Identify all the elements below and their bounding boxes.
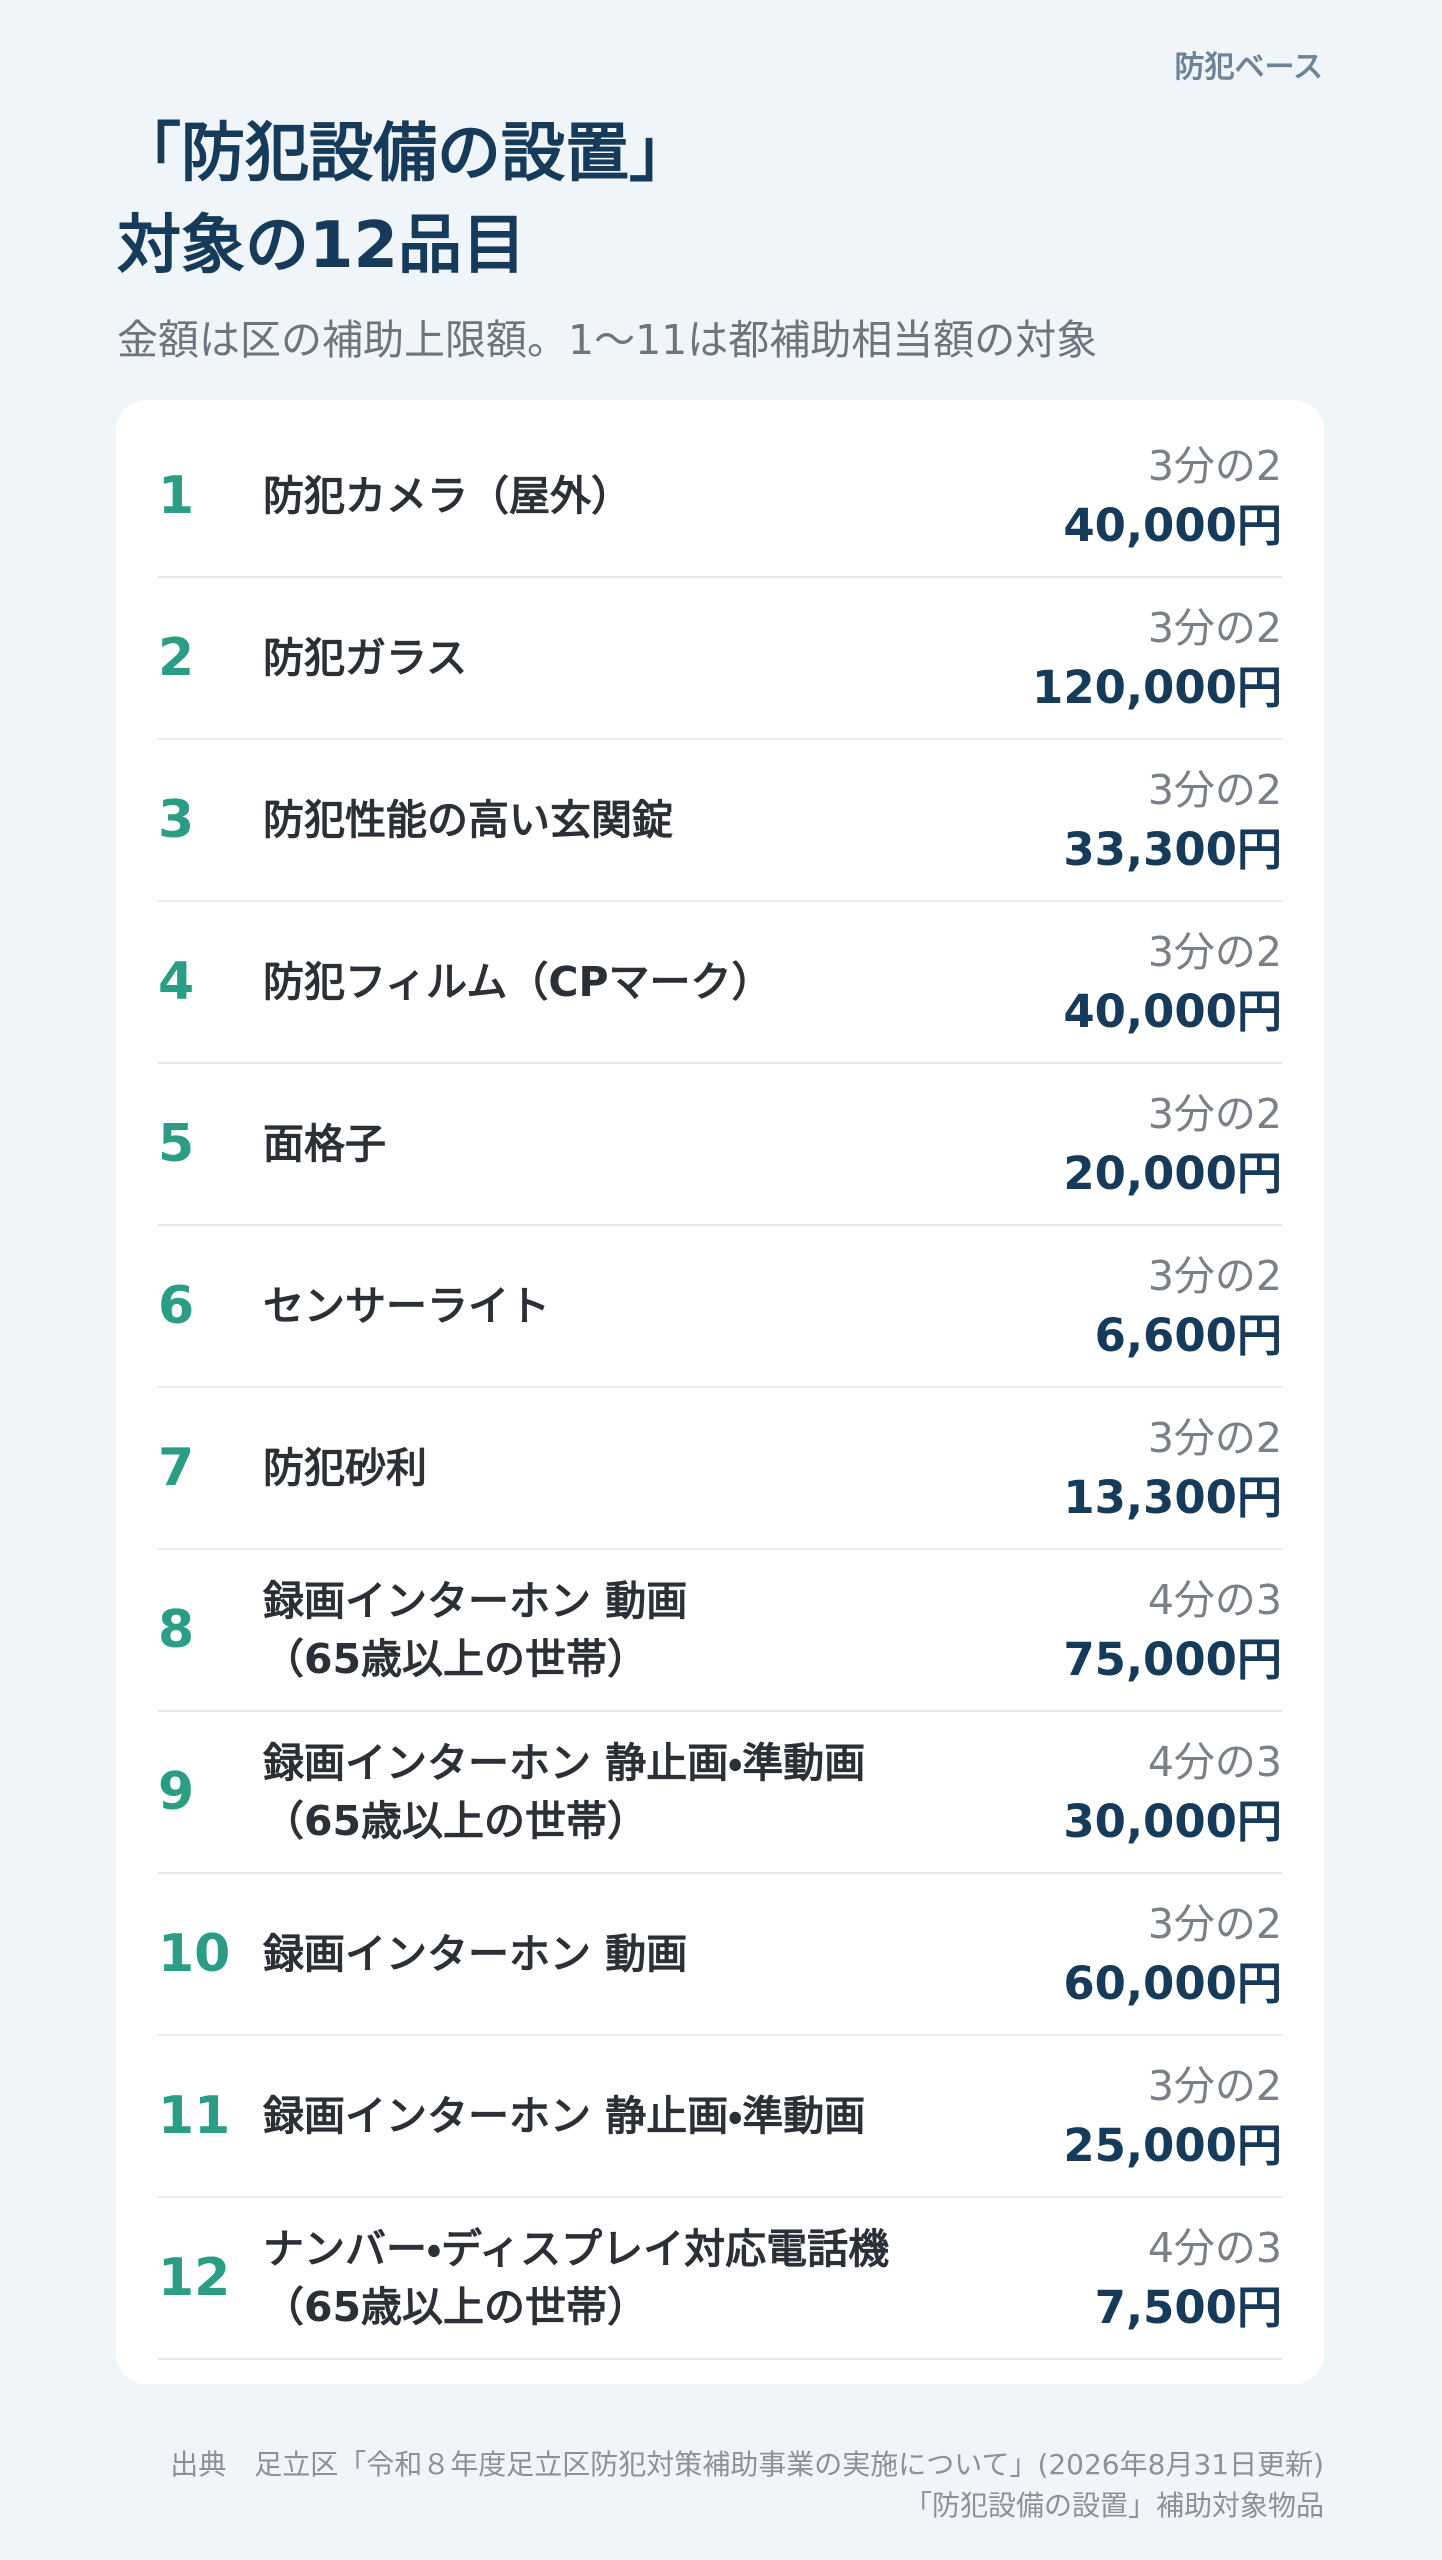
item-values: 4分の3 30,000円	[1063, 1733, 1282, 1851]
item-name-line: 防犯ガラス	[263, 634, 468, 682]
item-values: 3分の2 40,000円	[1063, 437, 1282, 555]
item-values: 4分の3 75,000円	[1063, 1571, 1282, 1689]
item-rate: 3分の2	[1147, 1414, 1282, 1462]
item-number: 10	[158, 1924, 231, 1984]
item-rate: 4分の3	[1147, 1576, 1282, 1624]
item-amount: 30,000円	[1063, 1795, 1282, 1848]
item-rate: 3分の2	[1147, 2062, 1282, 2110]
item-row: 7 防犯砂利 3分の2 13,300円	[158, 1388, 1282, 1550]
card: 1 防犯カメラ（屋外） 3分の2 40,000円 2 防犯ガラス 3分の2 120,000円 3…	[116, 400, 1324, 2384]
title: 「防犯設備の設置」 対象の12品目	[117, 108, 693, 292]
item-name-line: （65歳以上の世帯）	[263, 2283, 649, 2331]
item-values: 3分の2 120,000円	[1032, 599, 1282, 717]
item-amount: 20,000円	[1063, 1147, 1282, 1200]
item-name: 防犯性能の高い玄関錠	[263, 791, 1063, 849]
item-name: 防犯カメラ（屋外）	[263, 467, 1063, 525]
item-amount: 40,000円	[1063, 985, 1282, 1038]
item-number: 2	[158, 628, 195, 688]
item-row: 8 録画インターホン 動画 （65歳以上の世帯） 4分の3 75,000円	[158, 1550, 1282, 1712]
item-rate: 3分の2	[1147, 1900, 1282, 1948]
item-name-line: 防犯カメラ（屋外）	[263, 472, 632, 520]
item-row: 9 録画インターホン 静止画・準動画 （65歳以上の世帯） 4分の3 30,000円	[158, 1712, 1282, 1874]
item-values: 4分の3 7,500円	[1095, 2219, 1282, 2337]
item-rate: 4分の3	[1147, 1738, 1282, 1786]
item-values: 3分の2 25,000円	[1063, 2057, 1282, 2175]
item-row: 10 録画インターホン 動画 3分の2 60,000円	[158, 1874, 1282, 2036]
item-row: 4 防犯フィルム（CPマーク） 3分の2 40,000円	[158, 902, 1282, 1064]
item-number: 3	[158, 790, 195, 850]
item-rate: 4分の3	[1147, 2224, 1282, 2272]
item-name-line: 防犯性能の高い玄関錠	[263, 796, 673, 844]
item-number: 1	[158, 466, 195, 526]
item-name-line: 録画インターホン 静止画・準動画	[263, 1739, 866, 1787]
item-name: 防犯砂利	[263, 1439, 1063, 1497]
footer: 出典 足立区「令和８年度足立区防犯対策補助事業の実施について」(2026年8月3…	[170, 2444, 1324, 2526]
item-rate: 3分の2	[1147, 1252, 1282, 1300]
item-name: 防犯フィルム（CPマーク）	[263, 953, 1063, 1011]
item-name: センサーライト	[263, 1277, 1095, 1335]
item-row: 6 センサーライト 3分の2 6,600円	[158, 1226, 1282, 1388]
item-name-line: （65歳以上の世帯）	[263, 1797, 649, 1845]
item-values: 3分の2 13,300円	[1063, 1409, 1282, 1527]
item-row: 2 防犯ガラス 3分の2 120,000円	[158, 578, 1282, 740]
item-number: 8	[158, 1600, 195, 1660]
footer-line: 出典 足立区「令和８年度足立区防犯対策補助事業の実施について」(2026年8月3…	[170, 2448, 1324, 2481]
item-amount: 7,500円	[1094, 2281, 1282, 2334]
item-name-line: 防犯フィルム（CPマーク）	[263, 958, 773, 1006]
item-number: 9	[158, 1762, 195, 1822]
footer-line: 「防犯設備の設置」補助対象物品	[903, 2489, 1324, 2522]
item-name-line: （65歳以上の世帯）	[263, 1635, 649, 1683]
item-name: 録画インターホン 静止画・準動画 （65歳以上の世帯）	[263, 1734, 1063, 1850]
item-row: 12 ナンバー・ディスプレイ対応電話機 （65歳以上の世帯） 4分の3 7,500円	[158, 2198, 1282, 2360]
item-name-line: ナンバー・ディスプレイ対応電話機	[263, 2225, 890, 2273]
item-amount: 75,000円	[1063, 1633, 1282, 1686]
brand: 防犯ベース	[1174, 50, 1324, 85]
item-values: 3分の2 60,000円	[1063, 1895, 1282, 2013]
item-name-line: 録画インターホン 静止画・準動画	[263, 2092, 866, 2140]
item-list: 1 防犯カメラ（屋外） 3分の2 40,000円 2 防犯ガラス 3分の2 120,000円 3…	[158, 416, 1282, 2360]
item-row: 1 防犯カメラ（屋外） 3分の2 40,000円	[158, 416, 1282, 578]
item-rate: 3分の2	[1147, 766, 1282, 814]
item-name-line: 録画インターホン 動画	[263, 1930, 688, 1978]
item-rate: 3分の2	[1147, 442, 1282, 490]
item-name: 面格子	[263, 1115, 1063, 1173]
item-name: 録画インターホン 動画 （65歳以上の世帯）	[263, 1572, 1063, 1688]
item-amount: 40,000円	[1063, 499, 1282, 552]
item-amount: 13,300円	[1063, 1471, 1282, 1524]
item-number: 5	[158, 1114, 195, 1174]
item-name-line: 面格子	[263, 1120, 386, 1168]
item-row: 5 面格子 3分の2 20,000円	[158, 1064, 1282, 1226]
item-rate: 3分の2	[1147, 1090, 1282, 1138]
item-name: 録画インターホン 動画	[263, 1925, 1063, 1983]
title-line: 「防犯設備の設置」	[117, 117, 693, 191]
item-name: ナンバー・ディスプレイ対応電話機 （65歳以上の世帯）	[263, 2220, 1095, 2336]
item-values: 3分の2 20,000円	[1063, 1085, 1282, 1203]
item-values: 3分の2 40,000円	[1063, 923, 1282, 1041]
item-amount: 120,000円	[1032, 661, 1282, 714]
item-rate: 3分の2	[1147, 928, 1282, 976]
item-number: 6	[158, 1276, 195, 1336]
item-amount: 60,000円	[1063, 1957, 1282, 2010]
item-number: 7	[158, 1438, 195, 1498]
item-name: 防犯ガラス	[263, 629, 1032, 687]
item-amount: 33,300円	[1063, 823, 1282, 876]
title-line: 対象の12品目	[117, 209, 527, 283]
item-name-line: 防犯砂利	[263, 1444, 427, 1492]
item-name: 録画インターホン 静止画・準動画	[263, 2087, 1063, 2145]
item-values: 3分の2 6,600円	[1095, 1247, 1282, 1365]
item-name-line: 録画インターホン 動画	[263, 1577, 688, 1625]
item-rate: 3分の2	[1147, 604, 1282, 652]
item-row: 3 防犯性能の高い玄関錠 3分の2 33,300円	[158, 740, 1282, 902]
item-amount: 25,000円	[1063, 2119, 1282, 2172]
item-number: 4	[158, 952, 195, 1012]
subtitle: 金額は区の補助上限額。1〜11は都補助相当額の対象	[117, 316, 1098, 364]
item-amount: 6,600円	[1094, 1309, 1282, 1362]
item-values: 3分の2 33,300円	[1063, 761, 1282, 879]
item-row: 11 録画インターホン 静止画・準動画 3分の2 25,000円	[158, 2036, 1282, 2198]
item-number: 11	[158, 2086, 231, 2146]
item-number: 12	[158, 2248, 231, 2308]
item-name-line: センサーライト	[263, 1282, 550, 1330]
